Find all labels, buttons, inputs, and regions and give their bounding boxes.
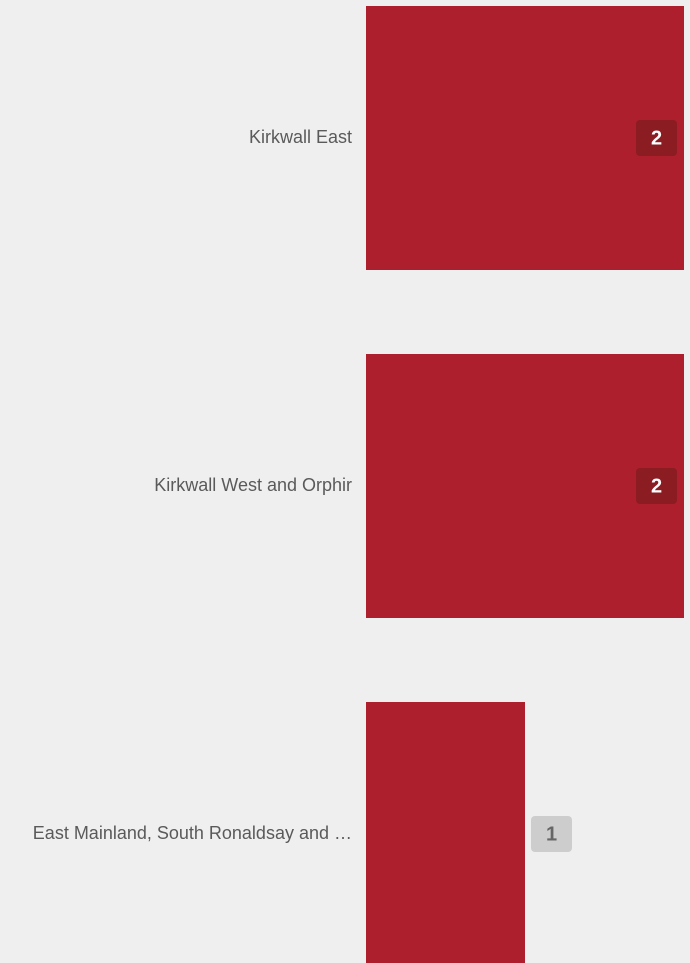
value-label: 1 (546, 823, 557, 845)
value-label: 2 (651, 475, 662, 497)
category-label: East Mainland, South Ronaldsay and … (33, 823, 352, 843)
value-label: 2 (651, 127, 662, 149)
category-label: Kirkwall West and Orphir (154, 475, 352, 495)
category-label: Kirkwall East (249, 127, 352, 147)
bar (366, 702, 525, 963)
value-badge (531, 816, 572, 852)
bar (366, 6, 684, 270)
value-badge (636, 468, 677, 504)
bar (366, 354, 684, 618)
value-badge (636, 120, 677, 156)
